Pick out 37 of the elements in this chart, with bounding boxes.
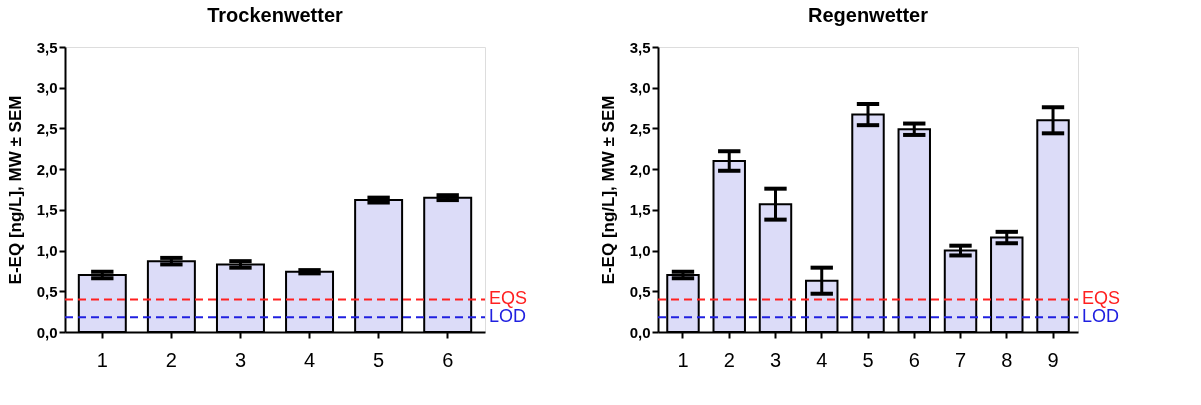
x-tick-label: 5: [373, 348, 385, 371]
y-tick-label: 0,5: [36, 282, 58, 300]
x-tick-label: 6: [442, 348, 454, 371]
y-tick-label: 1,5: [629, 201, 651, 219]
y-tick-label: 1,0: [629, 242, 651, 260]
x-tick-label: 5: [862, 348, 874, 371]
y-tick-label: 2,0: [629, 160, 651, 178]
x-tick-label: 3: [769, 348, 782, 371]
x-tick-label: 4: [303, 348, 316, 371]
x-tick-label: 7: [954, 348, 967, 371]
ref-line-label: EQS: [489, 288, 528, 309]
y-axis-title: E-EQ [ng/L], MW ± SEM: [598, 95, 618, 285]
chart-title: Regenwetter: [807, 4, 929, 26]
chart-title: Trockenwetter: [207, 4, 344, 26]
y-tick-label: 1,0: [36, 242, 58, 260]
x-tick-label: 4: [816, 348, 828, 371]
x-tick-label: 3: [234, 348, 247, 371]
ref-line-label: EQS: [1082, 288, 1121, 309]
y-axis-title: E-EQ [ng/L], MW ± SEM: [5, 95, 25, 285]
x-tick-label: 8: [1001, 348, 1013, 371]
x-tick-label: 6: [908, 348, 920, 371]
x-tick-label: 1: [677, 348, 689, 371]
y-tick-label: 2,5: [36, 119, 58, 137]
y-tick-label: 3,5: [629, 38, 651, 56]
y-tick-label: 3,0: [36, 79, 58, 97]
y-tick-label: 3,0: [629, 79, 651, 97]
y-tick-label: 0,5: [629, 282, 651, 300]
y-tick-label: 0,0: [36, 323, 58, 341]
y-tick-label: 0,0: [629, 323, 651, 341]
x-tick-label: 1: [96, 348, 108, 371]
x-tick-label: 2: [723, 348, 735, 371]
y-tick-label: 2,0: [36, 160, 58, 178]
x-tick-label: 9: [1047, 348, 1059, 371]
y-tick-label: 2,5: [629, 119, 651, 137]
y-tick-label: 3,5: [36, 38, 58, 56]
y-tick-label: 1,5: [36, 201, 58, 219]
x-tick-label: 2: [165, 348, 177, 371]
